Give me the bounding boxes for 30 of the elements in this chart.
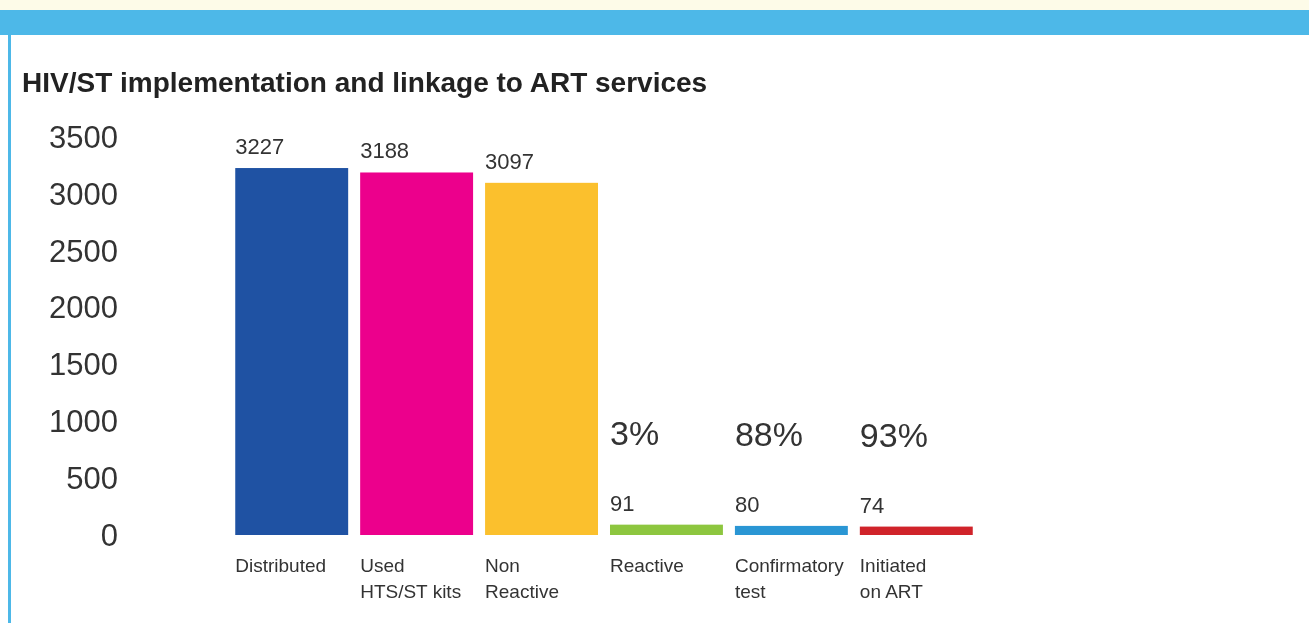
data-label: 80 — [734, 491, 760, 517]
annotation: 88% — [734, 414, 803, 453]
bar — [485, 182, 598, 535]
x-tick-label: Distributed — [235, 555, 327, 576]
data-label: 91 — [610, 490, 635, 516]
bar — [734, 525, 848, 535]
annotation: 3% — [610, 413, 660, 452]
data-label: 3227 — [235, 134, 285, 160]
bar — [235, 168, 349, 535]
y-tick-label: 500 — [66, 460, 118, 496]
y-tick-label: 3500 — [49, 119, 118, 155]
x-tick-label: Confirmatory test — [734, 555, 845, 602]
bar — [859, 526, 973, 535]
y-tick-label: 0 — [100, 517, 118, 553]
y-tick-label: 1000 — [49, 404, 118, 440]
chart-title: HIV/ST implementation and linkage to ART services — [22, 67, 708, 98]
x-tick-label: Used HTS/ST kits — [360, 555, 462, 602]
y-tick-label: 3000 — [49, 176, 118, 212]
bar — [610, 524, 723, 535]
bar — [360, 172, 474, 535]
data-label: 3097 — [485, 148, 535, 174]
data-label: 74 — [859, 492, 885, 518]
y-tick-label: 1500 — [49, 347, 118, 383]
x-tick-label: Initiated on ART — [859, 555, 927, 602]
data-label: 3188 — [360, 138, 410, 164]
y-tick-label: 2000 — [49, 290, 118, 326]
annotation: 93% — [859, 415, 928, 454]
y-tick-label: 2500 — [49, 233, 118, 269]
x-tick-label: Reactive — [610, 555, 684, 576]
x-tick-label: Non Reactive — [485, 555, 559, 602]
